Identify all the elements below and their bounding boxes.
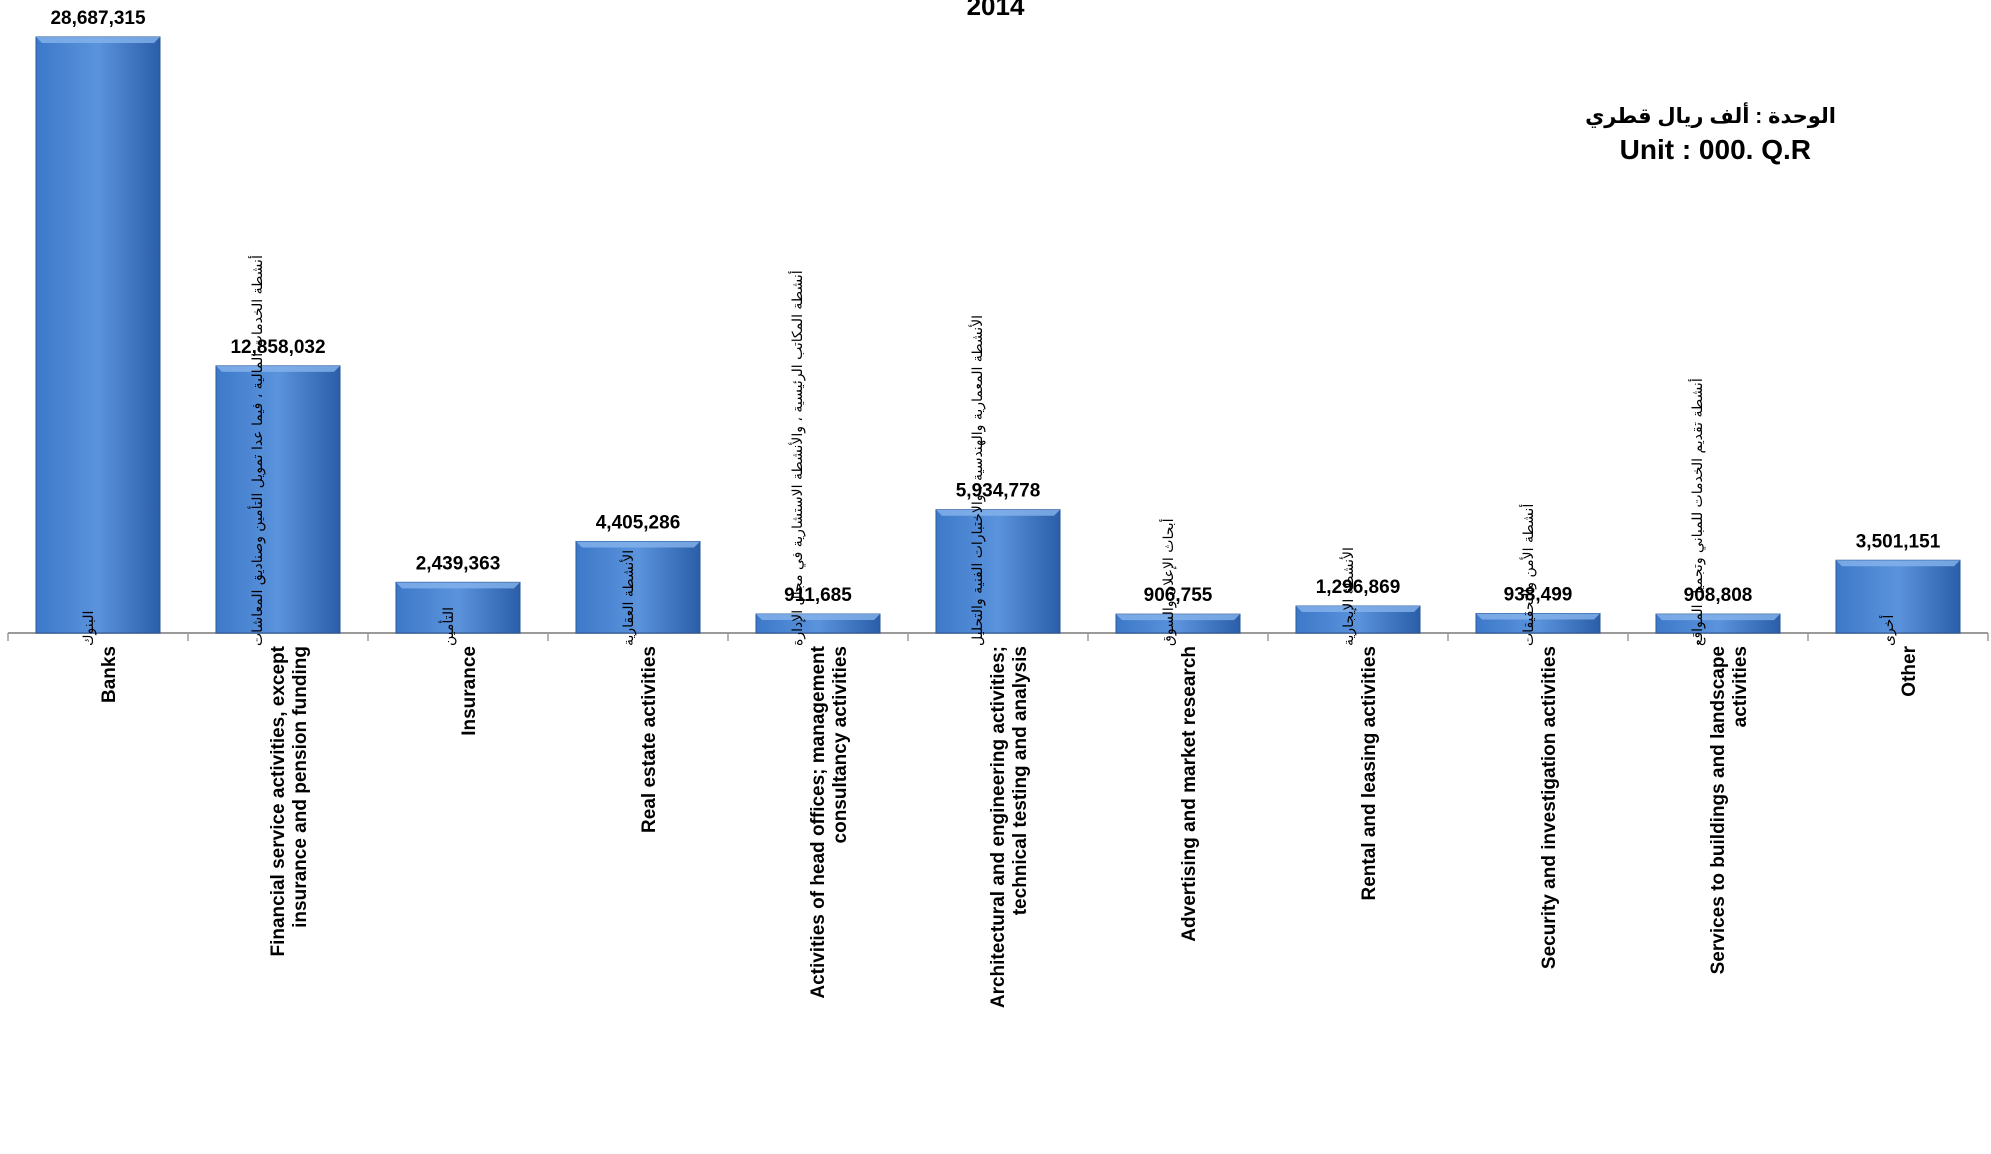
category-label-english: Rental and leasing activities bbox=[1359, 646, 1380, 900]
unit-label-english: Unit : 000. Q.R bbox=[1619, 134, 1811, 165]
category-label-english: technical testing and analysis bbox=[1010, 646, 1031, 915]
category-label-english: consultancy activities bbox=[830, 646, 851, 843]
bar-bevel bbox=[1476, 613, 1600, 620]
bar-bevel bbox=[1296, 606, 1420, 613]
bar bbox=[575, 540, 701, 634]
chart-title: 2014 bbox=[966, 0, 1025, 21]
bar-bevel bbox=[936, 509, 1060, 516]
category-label-arabic: الأنشطة العقارية bbox=[619, 550, 637, 646]
unit-label-arabic: الوحدة : ألف ريال قطري bbox=[1585, 105, 1836, 128]
data-label: 906,755 bbox=[1144, 585, 1213, 606]
category-label-english: activities bbox=[1730, 646, 1751, 727]
category-label-english: Advertising and market research bbox=[1179, 646, 1200, 942]
category-label-english: Banks bbox=[99, 646, 120, 703]
category-label-english: Architectural and engineering activities… bbox=[988, 646, 1009, 1008]
data-label: 908,808 bbox=[1684, 585, 1753, 606]
category-label-arabic: أنشطة تقديم الخدمات للمباني وتجميل الموا… bbox=[1688, 378, 1706, 646]
category-label-arabic: الأنشطة الإيجارية bbox=[1339, 547, 1357, 646]
bar-bevel bbox=[216, 365, 340, 372]
category-label-arabic: أبحاث الإعلان والسوق bbox=[1159, 518, 1177, 646]
bar bbox=[935, 509, 1061, 634]
category-label-english: Activities of head offices; management bbox=[808, 645, 829, 998]
category-label: أنشطة الخدمات المالية ، فيما عدا تمويل ا… bbox=[247, 255, 311, 956]
data-label: 3,501,151 bbox=[1856, 531, 1941, 552]
category-label-english: Other bbox=[1899, 645, 1920, 696]
category-label: أنشطة تقديم الخدمات للمباني وتجميل الموا… bbox=[1688, 378, 1751, 974]
bar-bevel bbox=[576, 541, 700, 548]
category-label-arabic: التأمين bbox=[438, 607, 457, 646]
category-label-english: Security and investigation activities bbox=[1539, 646, 1560, 969]
data-label: 938,499 bbox=[1504, 585, 1573, 606]
data-label: 911,685 bbox=[784, 585, 852, 606]
data-label: 12,858,032 bbox=[230, 337, 325, 358]
bar bbox=[395, 581, 521, 634]
category-label-english: Real estate activities bbox=[639, 646, 660, 833]
category-label-arabic: أنشطة الأمن والتحقيقات bbox=[1519, 504, 1537, 646]
bar-bevel bbox=[1656, 614, 1780, 621]
bar bbox=[35, 36, 161, 634]
data-label: 2,439,363 bbox=[416, 553, 501, 574]
category-label: الأنشطة المعمارية والهندسية ، والاختبارا… bbox=[968, 315, 1031, 1008]
data-label: 28,687,315 bbox=[50, 8, 146, 29]
bar bbox=[1835, 559, 1961, 634]
category-label-arabic: أنشطة المكاتب الرئيسية ، والأنشطة الاستش… bbox=[788, 270, 806, 646]
category-label-english: Insurance bbox=[459, 646, 480, 736]
bar-bevel bbox=[756, 614, 880, 621]
bar-bevel bbox=[1836, 560, 1960, 567]
category-label-arabic: البنوك bbox=[81, 611, 97, 646]
data-label: 5,934,778 bbox=[956, 481, 1041, 502]
category-label-arabic: أنشطة الخدمات المالية ، فيما عدا تمويل ا… bbox=[247, 255, 266, 646]
bar bbox=[215, 365, 341, 634]
category-label-english: Services to buildings and landscape bbox=[1708, 646, 1729, 974]
category-label-english: Financial service activities, except bbox=[268, 645, 289, 956]
data-label: 1,296,869 bbox=[1316, 577, 1401, 598]
category-label: أنشطة المكاتب الرئيسية ، والأنشطة الاستش… bbox=[788, 270, 851, 998]
category-label-arabic: أخرى bbox=[1879, 615, 1897, 646]
bar-bevel bbox=[1116, 614, 1240, 621]
category-label-arabic: الأنشطة المعمارية والهندسية ، والاختبارا… bbox=[968, 315, 986, 646]
category-label-english: insurance and pension funding bbox=[290, 646, 311, 928]
bar-bevel bbox=[396, 582, 520, 589]
data-label: 4,405,286 bbox=[596, 512, 681, 533]
bar-bevel bbox=[36, 37, 160, 43]
